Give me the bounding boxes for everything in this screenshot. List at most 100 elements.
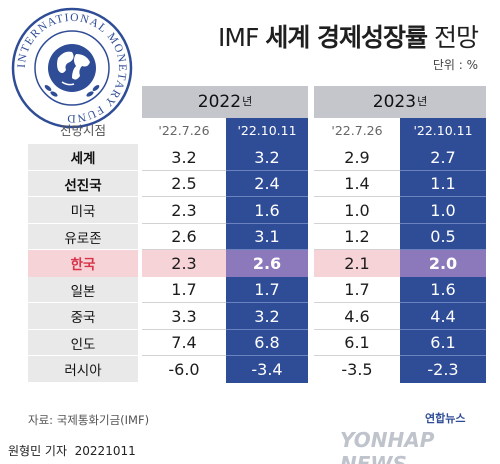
row-divider [226, 355, 308, 356]
value-cell: 2.0 [400, 250, 486, 277]
yonhap-logo-text: 연합뉴스 [425, 412, 466, 425]
row-divider [142, 328, 226, 330]
country-name: 러시아 [28, 356, 138, 383]
value-cell: -6.0 [168, 359, 200, 379]
row-divider [226, 328, 308, 330]
row-divider [400, 196, 486, 197]
row-divider [226, 169, 308, 171]
country-name: 유로존 [28, 223, 138, 250]
date-2023-july: '22.7.26 [331, 123, 383, 138]
name-divider [28, 169, 138, 171]
value-cell: 2.5 [171, 174, 197, 194]
row-divider [226, 302, 308, 303]
row-divider [142, 222, 226, 224]
value-cell: 2.9 [344, 147, 370, 167]
value-cell: 6.8 [226, 329, 308, 356]
row-divider [314, 249, 400, 250]
value-cell: -3.5 [341, 359, 373, 379]
value-cell: 2.3 [171, 200, 197, 220]
name-divider [28, 302, 138, 303]
value-cell: 4.4 [400, 303, 486, 330]
row-divider [142, 355, 226, 356]
yonhap-watermark: YONHAP NEWS [340, 428, 435, 464]
table-row: 유로존 2.6 3.1 1.2 0.5 [28, 223, 486, 250]
row-divider [314, 328, 400, 330]
row-divider [400, 222, 486, 224]
value-cell: 4.6 [344, 306, 370, 326]
country-name: 한국 [28, 250, 138, 277]
table-row: 일본 1.7 1.7 1.7 1.6 [28, 276, 486, 303]
name-divider [28, 381, 138, 383]
row-divider [400, 328, 486, 330]
row-divider [314, 196, 400, 197]
value-cell: 3.3 [171, 306, 197, 326]
country-name: 인도 [28, 329, 138, 356]
laurel-icon [44, 85, 100, 97]
country-name: 미국 [28, 197, 138, 224]
row-divider [142, 196, 226, 197]
value-cell: 1.6 [400, 276, 486, 303]
value-cell: 1.7 [344, 280, 370, 300]
value-cell: 3.2 [226, 303, 308, 330]
imf-logo: INTERNATIONAL MONETARY FUND [11, 7, 133, 129]
table-row: 중국 3.3 3.2 4.6 4.4 [28, 303, 486, 330]
value-cell: 3.2 [171, 147, 197, 167]
row-divider [400, 169, 486, 171]
value-cell: 2.6 [226, 250, 308, 277]
table-row: 한국 2.3 2.6 2.1 2.0 [28, 250, 486, 277]
row-divider [226, 222, 308, 224]
globe-icon [48, 44, 96, 92]
value-cell: 6.1 [400, 329, 486, 356]
row-divider [226, 249, 308, 250]
value-cell: 6.1 [344, 333, 370, 353]
country-name: 중국 [28, 303, 138, 330]
value-cell: 1.4 [344, 174, 370, 194]
title-suffix: 전망 [433, 23, 479, 52]
country-name: 일본 [28, 276, 138, 303]
year-header-2022: 2022 년 [142, 86, 308, 118]
value-cell: 1.6 [226, 197, 308, 224]
value-cell: 7.4 [171, 333, 197, 353]
title-prefix: IMF [218, 23, 259, 52]
table-row: 러시아 -6.0 -3.4 -3.5 -2.3 [28, 356, 486, 383]
row-divider [226, 196, 308, 197]
forecast-date-row: 전망시점 '22.7.26 '22.10.11 '22.7.26 '22.10.… [28, 118, 486, 144]
value-cell: 3.2 [226, 144, 308, 171]
date-2022-july: '22.7.26 [158, 123, 210, 138]
value-cell: 1.0 [400, 197, 486, 224]
table-row: 세계 3.2 3.2 2.9 2.7 [28, 144, 486, 171]
value-cell: 2.7 [400, 144, 486, 171]
name-divider [28, 355, 138, 356]
value-cell: -2.3 [400, 356, 486, 383]
value-cell: 1.0 [344, 200, 370, 220]
year-header-2023: 2023 년 [314, 86, 486, 118]
reporter-credit: 원형민 기자 20221011 [8, 444, 136, 458]
row-divider [142, 169, 226, 171]
name-divider [28, 196, 138, 197]
row-divider [314, 169, 400, 171]
country-name: 선진국 [28, 170, 138, 197]
row-divider [314, 355, 400, 356]
country-name: 세계 [28, 144, 138, 171]
unit-label: 단위 : % [432, 58, 478, 72]
row-divider [142, 249, 226, 250]
source-note: 자료: 국제통화기금(IMF) [28, 413, 150, 427]
row-divider [314, 302, 400, 303]
row-divider [400, 302, 486, 303]
name-divider [28, 328, 138, 330]
row-divider [400, 355, 486, 356]
value-cell: 2.3 [142, 250, 226, 277]
row-divider [400, 249, 486, 250]
value-cell: 1.7 [226, 276, 308, 303]
name-divider [28, 249, 138, 250]
value-cell: 1.1 [400, 170, 486, 197]
value-cell: 2.1 [314, 250, 400, 277]
row-divider [314, 222, 400, 224]
value-cell: 1.7 [171, 280, 197, 300]
row-divider [142, 302, 226, 303]
value-cell: 2.4 [226, 170, 308, 197]
value-cell: 1.2 [344, 227, 370, 247]
table-row: 선진국 2.5 2.4 1.4 1.1 [28, 170, 486, 197]
value-cell: 2.6 [171, 227, 197, 247]
value-cell: 3.1 [226, 223, 308, 250]
